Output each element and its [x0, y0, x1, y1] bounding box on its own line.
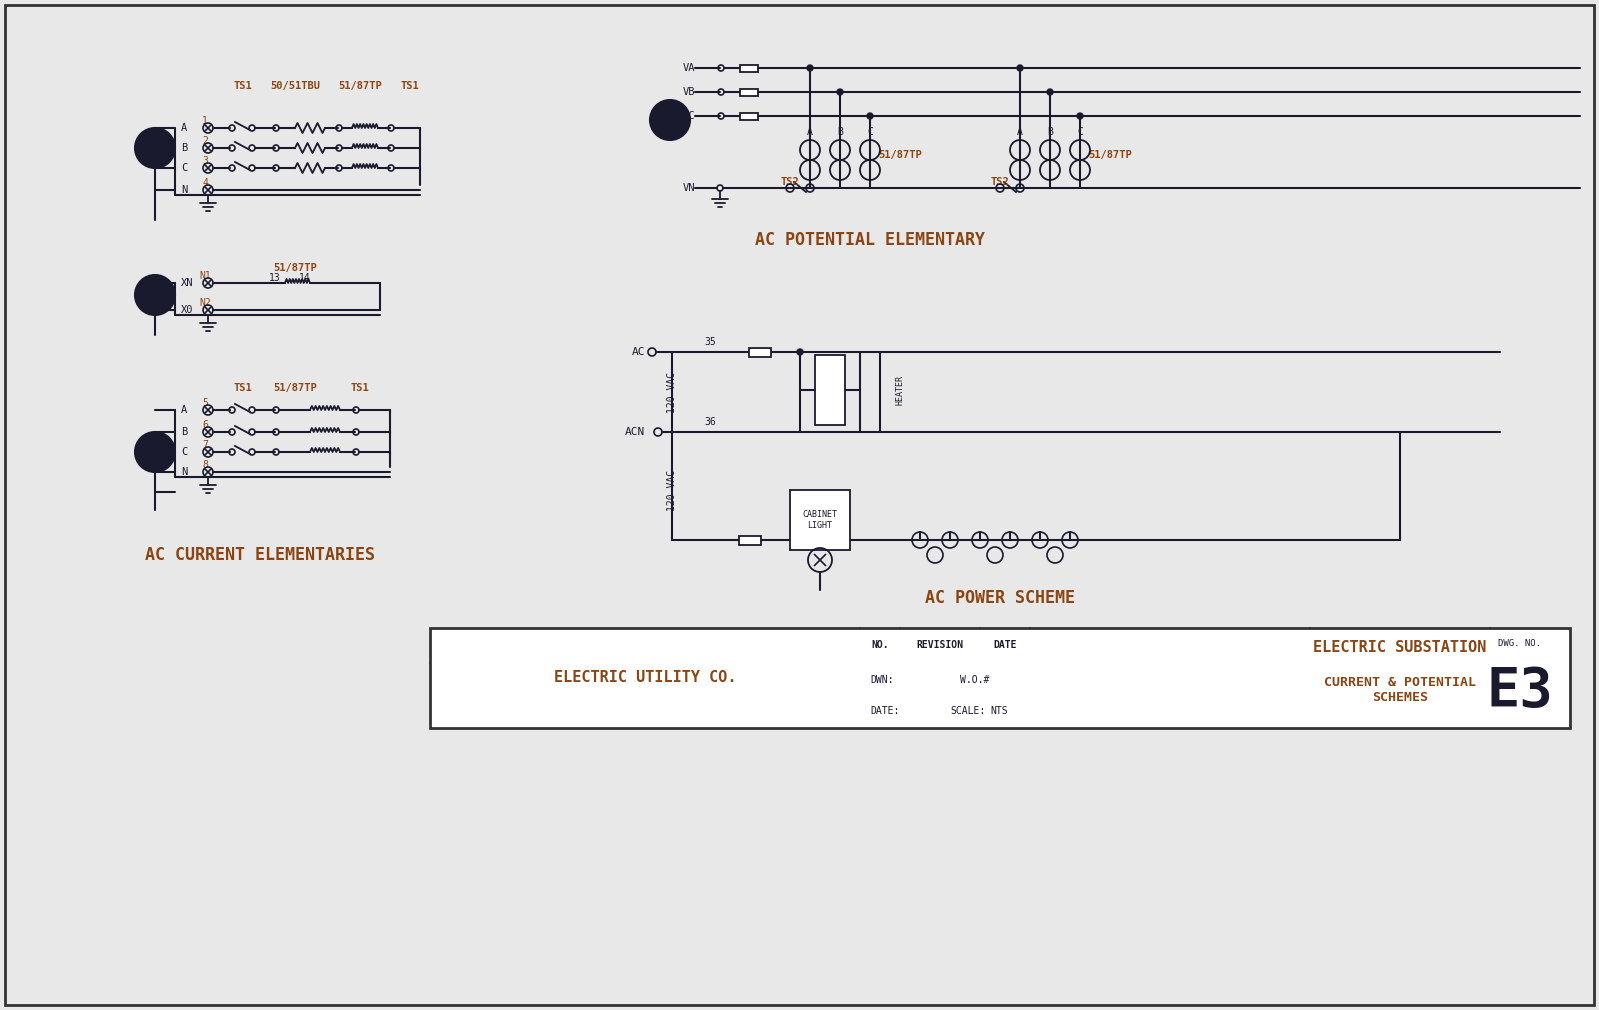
Text: C: C: [1078, 127, 1083, 137]
Text: 1: 1: [201, 116, 208, 126]
Text: 51/87TP: 51/87TP: [1089, 150, 1132, 160]
Text: C: C: [181, 447, 187, 457]
Circle shape: [836, 89, 843, 95]
Text: TS2: TS2: [780, 177, 800, 187]
Text: DATE:: DATE:: [870, 706, 899, 716]
Text: 13: 13: [269, 273, 281, 283]
Text: CABINET
LIGHT: CABINET LIGHT: [803, 510, 838, 529]
Text: N2: N2: [200, 298, 211, 308]
Text: ACN: ACN: [625, 427, 644, 437]
Text: VB: VB: [683, 87, 696, 97]
Text: 3: 3: [201, 156, 208, 166]
Text: 2: 2: [201, 136, 208, 146]
Circle shape: [134, 432, 174, 472]
Text: 8: 8: [201, 460, 208, 470]
Text: REVISION: REVISION: [916, 640, 964, 650]
Text: AC POTENTIAL ELEMENTARY: AC POTENTIAL ELEMENTARY: [755, 231, 985, 249]
Text: PT: PT: [664, 115, 676, 125]
Text: 120 VAC: 120 VAC: [667, 372, 676, 412]
FancyBboxPatch shape: [739, 535, 761, 544]
Text: A: A: [181, 123, 187, 133]
Text: CT3: CT3: [146, 290, 163, 300]
Text: NTS: NTS: [990, 706, 1007, 716]
FancyBboxPatch shape: [790, 490, 851, 550]
Text: VA: VA: [683, 63, 696, 73]
FancyBboxPatch shape: [748, 347, 771, 357]
Text: VC: VC: [683, 111, 696, 121]
Text: 51/87TP: 51/87TP: [273, 263, 317, 273]
FancyBboxPatch shape: [740, 65, 758, 72]
Text: ELECTRIC SUBSTATION: ELECTRIC SUBSTATION: [1313, 640, 1487, 655]
Text: W.O.#: W.O.#: [959, 675, 990, 685]
Text: TS2: TS2: [991, 177, 1009, 187]
Text: AC: AC: [632, 347, 644, 357]
Text: VN: VN: [683, 183, 696, 193]
Text: X0: X0: [181, 305, 193, 315]
Text: C: C: [867, 127, 873, 137]
Circle shape: [796, 349, 803, 355]
Text: ELECTRIC UTILITY CO.: ELECTRIC UTILITY CO.: [553, 671, 736, 686]
Text: N: N: [181, 467, 187, 477]
Text: TS1: TS1: [233, 383, 253, 393]
Circle shape: [1047, 89, 1054, 95]
Text: 51/87TP: 51/87TP: [273, 383, 317, 393]
Text: NO.: NO.: [871, 640, 889, 650]
FancyBboxPatch shape: [740, 112, 758, 119]
Circle shape: [134, 128, 174, 168]
Circle shape: [651, 100, 691, 140]
Text: 35: 35: [704, 337, 716, 347]
FancyBboxPatch shape: [815, 355, 844, 425]
Text: 7: 7: [201, 440, 208, 450]
Text: A: A: [1017, 127, 1023, 137]
Text: TS1: TS1: [233, 81, 253, 91]
Text: 14: 14: [299, 273, 310, 283]
Text: B: B: [1047, 127, 1052, 137]
Text: C: C: [181, 163, 187, 173]
FancyBboxPatch shape: [430, 628, 1570, 728]
Text: AC POWER SCHEME: AC POWER SCHEME: [924, 589, 1075, 607]
Text: XN: XN: [181, 278, 193, 288]
Circle shape: [867, 113, 873, 119]
Text: HEATER: HEATER: [895, 375, 905, 405]
Text: N: N: [181, 185, 187, 195]
Text: 51/87TP: 51/87TP: [878, 150, 923, 160]
Text: A: A: [181, 405, 187, 415]
Text: DATE: DATE: [993, 640, 1017, 650]
Text: B: B: [181, 143, 187, 153]
Text: B: B: [181, 427, 187, 437]
Text: DWG. NO.: DWG. NO.: [1498, 638, 1541, 647]
Text: CT2: CT2: [146, 447, 163, 457]
Circle shape: [1017, 65, 1023, 71]
Text: B: B: [836, 127, 843, 137]
Text: N1: N1: [200, 271, 211, 281]
Circle shape: [1078, 113, 1083, 119]
Text: 36: 36: [704, 417, 716, 427]
Text: SCALE:: SCALE:: [950, 706, 985, 716]
Text: 51/87TP: 51/87TP: [337, 81, 382, 91]
Text: CT1: CT1: [146, 143, 163, 153]
Text: DWN:: DWN:: [870, 675, 894, 685]
Text: 50/51TBU: 50/51TBU: [270, 81, 320, 91]
Text: A: A: [807, 127, 812, 137]
Circle shape: [134, 275, 174, 315]
Text: TS1: TS1: [401, 81, 419, 91]
Text: AC CURRENT ELEMENTARIES: AC CURRENT ELEMENTARIES: [146, 546, 376, 564]
Text: 6: 6: [201, 420, 208, 430]
Text: 120 VAC: 120 VAC: [667, 470, 676, 511]
FancyBboxPatch shape: [740, 89, 758, 96]
Circle shape: [807, 65, 812, 71]
Text: E3: E3: [1487, 665, 1553, 717]
Text: 4: 4: [201, 178, 208, 188]
Text: TS1: TS1: [350, 383, 369, 393]
Text: 5: 5: [201, 398, 208, 408]
Text: CURRENT & POTENTIAL
SCHEMES: CURRENT & POTENTIAL SCHEMES: [1324, 676, 1476, 704]
